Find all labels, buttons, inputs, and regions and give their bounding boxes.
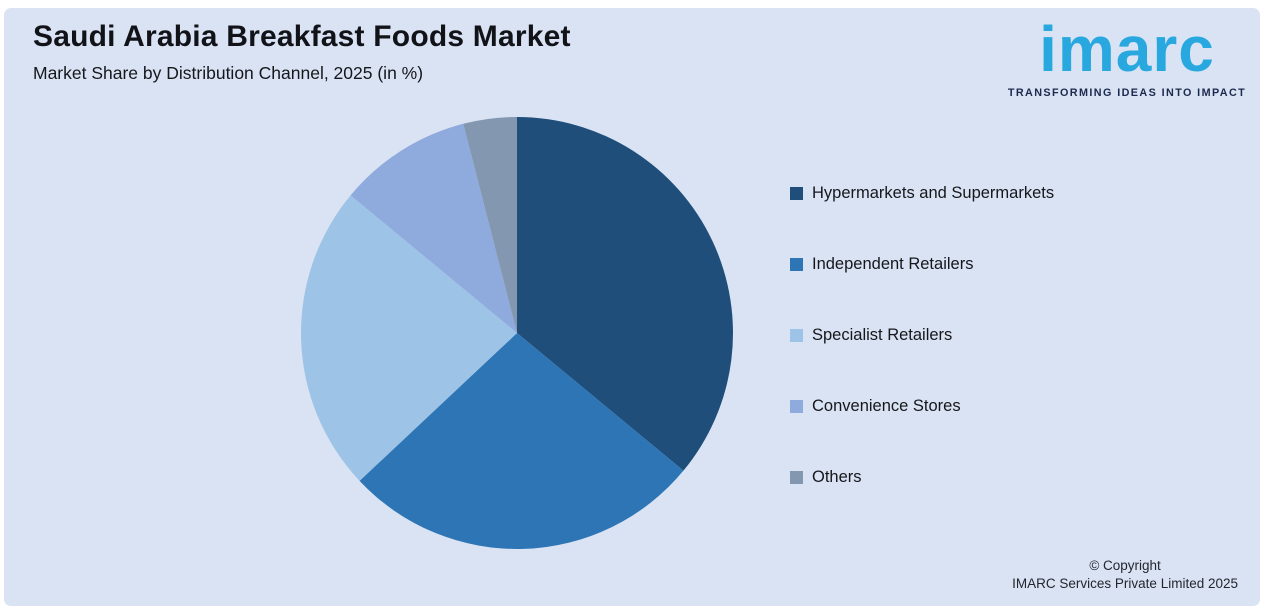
legend-label: Specialist Retailers — [812, 325, 953, 344]
pie-slice-hypermarkets-and-supermarkets — [517, 117, 733, 471]
legend-item: Independent Retailers — [790, 252, 1054, 276]
legend-item: Specialist Retailers — [790, 323, 1054, 347]
imarc-logo: imarc TRANSFORMING IDEAS INTO IMPACT — [1004, 6, 1250, 99]
legend-label: Independent Retailers — [812, 254, 974, 273]
legend-label: Hypermarkets and Supermarkets — [812, 183, 1055, 202]
pie-chart-svg — [301, 117, 733, 549]
pie-slice-others — [463, 117, 517, 333]
legend-swatch-icon — [790, 399, 803, 413]
legend-swatch-icon — [790, 470, 803, 484]
pie-slice-convenience-stores — [350, 123, 517, 333]
legend-swatch-icon — [790, 257, 803, 271]
chart-legend: Hypermarkets and Supermarkets Independen… — [790, 181, 1054, 536]
legend-swatch-icon — [790, 186, 803, 200]
copyright-notice: © Copyright IMARC Services Private Limit… — [1012, 557, 1238, 593]
legend-label: Convenience Stores — [812, 396, 961, 415]
pie-chart — [301, 117, 733, 549]
imarc-logo-tagline: TRANSFORMING IDEAS INTO IMPACT — [1007, 87, 1247, 100]
imarc-logo-wordmark: imarc — [1039, 13, 1215, 85]
legend-item: Convenience Stores — [790, 394, 1054, 418]
page-title: Saudi Arabia Breakfast Foods Market — [33, 20, 571, 53]
legend-item: Others — [790, 465, 1054, 489]
pie-slice-specialist-retailers — [301, 195, 517, 481]
page-subtitle: Market Share by Distribution Channel, 20… — [33, 63, 424, 83]
pie-slice-independent-retailers — [359, 333, 684, 549]
copyright-line2: IMARC Services Private Limited 2025 — [1012, 576, 1238, 591]
legend-swatch-icon — [790, 328, 803, 342]
copyright-line1: © Copyright — [1089, 558, 1161, 573]
legend-label: Others — [812, 467, 862, 486]
legend-item: Hypermarkets and Supermarkets — [790, 181, 1054, 205]
